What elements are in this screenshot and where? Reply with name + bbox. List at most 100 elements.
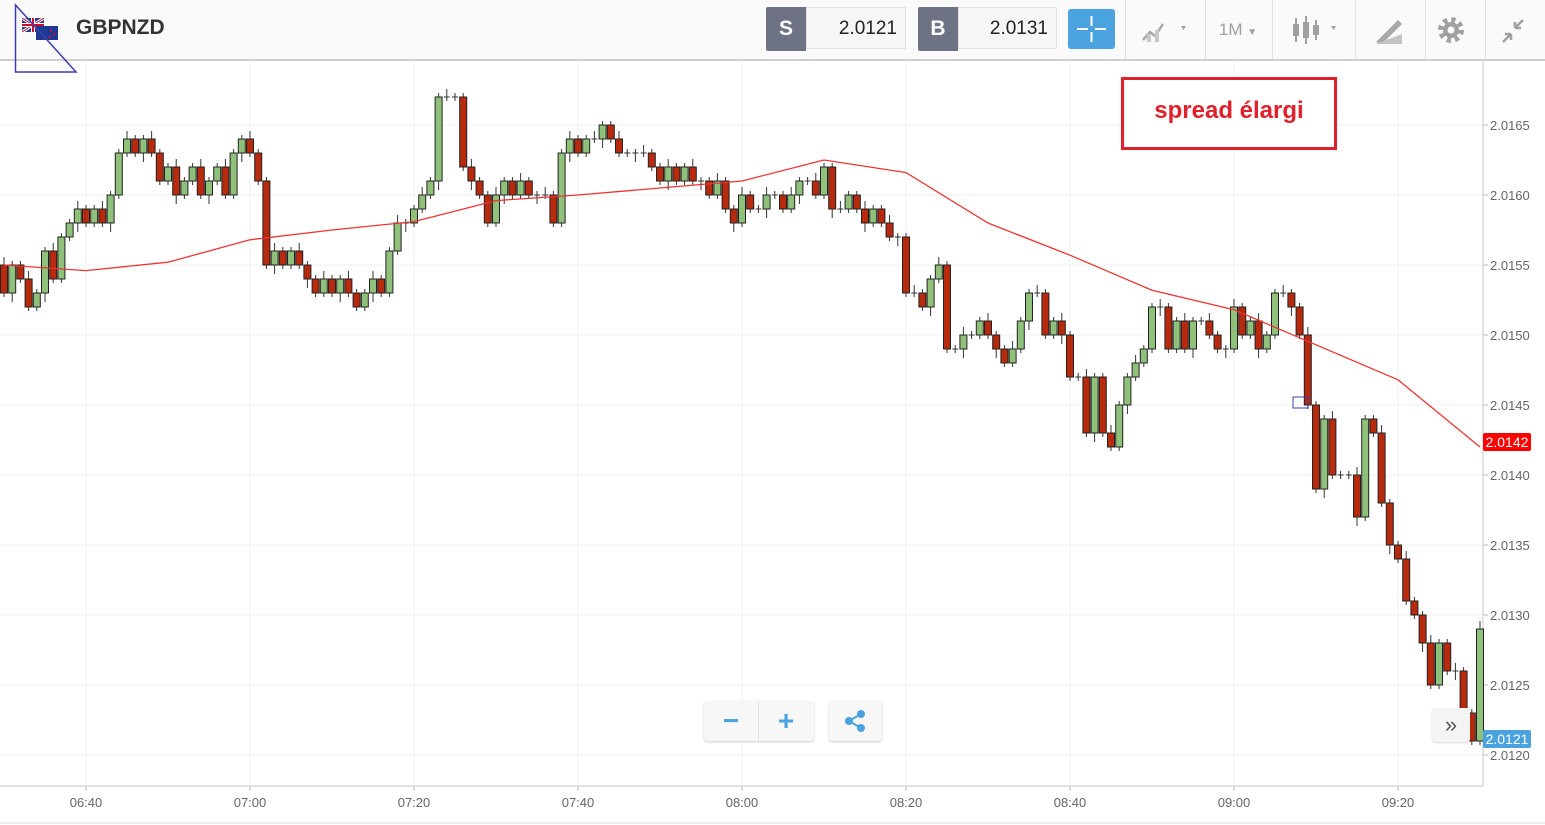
candle-up [762,194,771,210]
x-tick-label: 09:20 [1382,795,1415,810]
candle-down [1164,306,1173,350]
timeframe-dropdown[interactable]: 1M ▼ [1212,12,1264,48]
candle-down [459,96,468,168]
candle-down [196,166,205,196]
zoom-out-button[interactable]: − [704,701,759,741]
candle-down [524,180,533,196]
candle-down [902,236,910,294]
draw-tools-button[interactable] [1368,12,1412,48]
x-tick-label: 08:20 [890,795,923,810]
candle-up [598,124,607,140]
toolbar: GBPNZD S 2.0121 B 2.0131 1M ▼ [0,0,1545,61]
current-price-tag: 2.0121 [1483,730,1531,748]
candle-down [656,166,664,182]
drawn-triangle-annotation [14,3,78,73]
candle-down [549,194,558,224]
sell-price-button[interactable]: 2.0121 [806,7,906,49]
candle-down [615,138,623,154]
candle-down [746,194,755,210]
chart-type-button[interactable] [1285,12,1345,48]
candle-up [516,180,525,196]
candle-down [303,264,312,280]
candle-up [1025,292,1033,322]
candle-down [98,208,107,224]
buy-price-button[interactable]: 2.0131 [958,7,1057,49]
x-tick-label: 07:20 [398,795,431,810]
candle-down [352,292,361,308]
candle-down [705,180,714,196]
candle-up [385,250,394,294]
candle-up [319,278,328,294]
candle-down [1254,320,1263,350]
candle-down [172,166,181,196]
candle-down [918,292,927,308]
candle-down [475,180,484,196]
candle-up [434,96,443,182]
sell-label[interactable]: S [766,7,806,51]
y-tick-label: 2.0130 [1490,608,1530,623]
candle-down [1369,418,1378,434]
candle-down [1098,376,1107,434]
ma-price-tag: 2.0142 [1483,433,1531,451]
candle-down [1180,320,1189,350]
share-button[interactable] [829,701,882,741]
candle-down [344,278,353,294]
candle-up [664,166,673,182]
indicators-button[interactable] [1135,12,1195,48]
candle-up [1139,348,1148,364]
candle-down [1443,642,1452,672]
candle-down [467,166,476,182]
candle-up [492,194,500,224]
candle-down [1385,502,1394,546]
settings-button[interactable] [1433,12,1469,48]
candlestick-chart[interactable]: 2.0120 2.0125 2.0130 2.0135 2.0140 2.0145 2.01… [0,61,1545,825]
candle-up [1049,320,1058,336]
candle-up [680,166,689,182]
y-tick-label: 2.0165 [1490,118,1530,133]
candle-down [1205,320,1214,336]
candle-up [869,208,878,224]
candle-down [1410,600,1419,616]
candle-up [90,208,99,224]
buy-label[interactable]: B [918,7,958,51]
candle-down [508,180,517,196]
candle-down [992,334,1001,350]
moving-average-line [3,159,1481,448]
candle-down [828,166,837,210]
candle-up [410,208,418,224]
candle-down [311,278,320,294]
candle-up [1008,348,1017,364]
candle-down [885,222,894,238]
candle-up [41,250,49,294]
candle-up [237,138,246,154]
candle-up [1262,334,1271,350]
collapse-button[interactable] [1495,12,1531,48]
candle-up [139,138,148,154]
crosshair-button[interactable] [1068,9,1115,49]
candle-up [1320,418,1329,490]
candle-down [1303,334,1312,406]
candle-down [377,278,386,294]
candle-down [295,250,304,266]
candle-down [1459,670,1468,714]
candle-up [795,180,804,196]
y-tick-label: 2.0155 [1490,258,1530,273]
zoom-in-button[interactable]: + [777,705,795,736]
candle-up [500,180,509,196]
candle-up [205,180,213,196]
scroll-to-latest-button[interactable]: » [1432,708,1470,742]
candle-up [229,152,238,196]
candle-down [852,194,861,210]
candle-up [114,152,123,196]
candle-down [483,194,492,224]
x-tick-label: 09:00 [1218,795,1251,810]
share-icon [845,710,865,732]
candle-down [1066,334,1074,378]
candle-up [418,194,427,210]
candle-up [787,194,796,210]
zoom-controls: − + [704,701,814,741]
line-chart-dropdown-icon [1142,23,1186,42]
candle-up [393,222,402,252]
candle-down [147,138,156,154]
candle-down [1402,558,1411,602]
